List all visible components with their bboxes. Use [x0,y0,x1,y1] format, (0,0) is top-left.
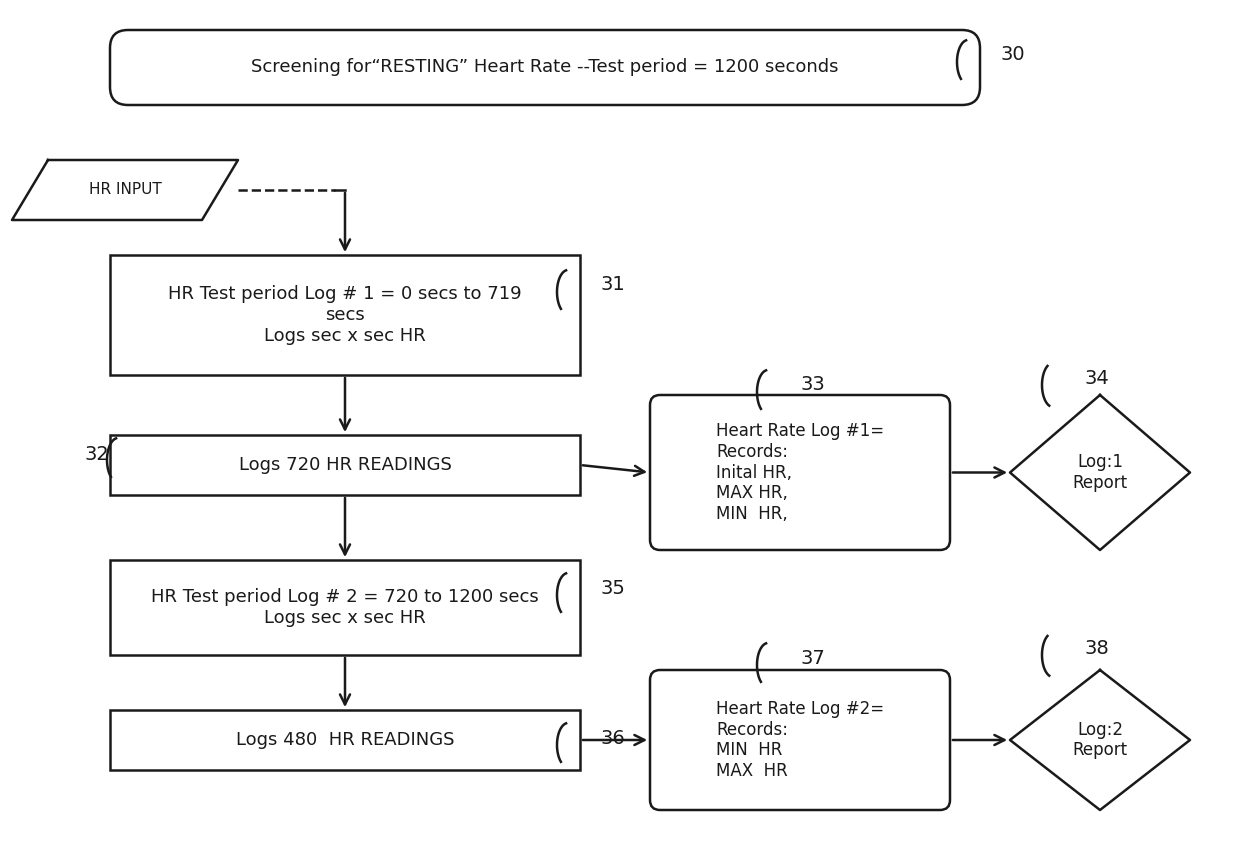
FancyBboxPatch shape [110,30,980,105]
FancyBboxPatch shape [650,395,950,550]
Polygon shape [1011,395,1190,550]
FancyBboxPatch shape [650,670,950,810]
Text: 33: 33 [800,375,825,394]
Polygon shape [1011,670,1190,810]
Text: 37: 37 [800,648,825,667]
Text: Log:2
Report: Log:2 Report [1073,721,1127,759]
Text: Logs 480  HR READINGS: Logs 480 HR READINGS [236,731,454,749]
Text: 32: 32 [86,445,110,464]
Text: 30: 30 [999,46,1024,65]
Text: 38: 38 [1085,639,1110,658]
Bar [110,560,580,655]
Text: Screening for“RESTING” Heart Rate --Test period = 1200 seconds: Screening for“RESTING” Heart Rate --Test… [252,59,838,77]
Text: 36: 36 [600,728,625,747]
Text: 31: 31 [600,276,625,294]
Text: HR Test period Log # 2 = 720 to 1200 secs
Logs sec x sec HR: HR Test period Log # 2 = 720 to 1200 sec… [151,588,539,627]
Text: Logs 720 HR READINGS: Logs 720 HR READINGS [238,456,451,474]
Text: Heart Rate Log #1=
Records:
Inital HR,
MAX HR,
MIN  HR,: Heart Rate Log #1= Records: Inital HR, M… [715,422,884,523]
Text: 34: 34 [1085,369,1110,387]
Text: HR INPUT: HR INPUT [88,183,161,197]
Bar [110,710,580,770]
Bar [110,435,580,495]
Polygon shape [12,160,238,220]
Text: 35: 35 [600,579,625,598]
Text: HR Test period Log # 1 = 0 secs to 719
secs
Logs sec x sec HR: HR Test period Log # 1 = 0 secs to 719 s… [169,285,522,344]
Text: Heart Rate Log #2=
Records:
MIN  HR
MAX  HR: Heart Rate Log #2= Records: MIN HR MAX H… [715,700,884,780]
Text: Log:1
Report: Log:1 Report [1073,453,1127,492]
Bar [110,255,580,375]
